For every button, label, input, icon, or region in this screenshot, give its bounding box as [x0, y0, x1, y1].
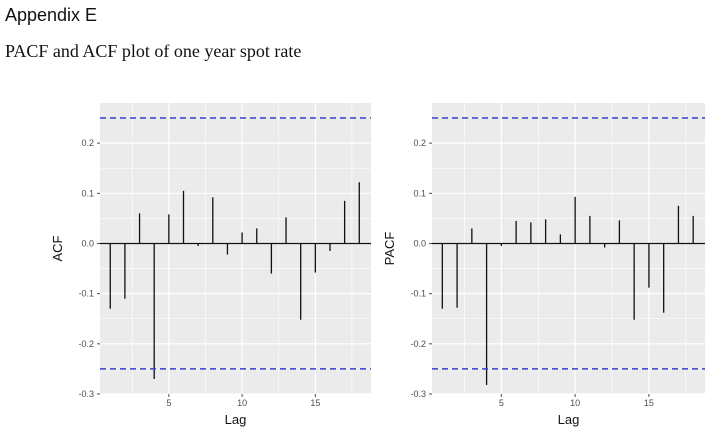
pacf-y-tick-label: 0.1 — [413, 188, 426, 198]
figure-caption: PACF and ACF plot of one year spot rate — [5, 41, 302, 61]
pacf-plot-panel — [432, 103, 705, 394]
acf-y-tick-label: 0.1 — [81, 188, 94, 198]
acf-y-tick-label: 0.0 — [81, 238, 94, 248]
pacf-y-tick-label: -0.1 — [410, 289, 426, 299]
pacf-x-tick-label: 10 — [570, 398, 580, 408]
acf-y-tick-label: 0.2 — [81, 138, 94, 148]
acf-y-axis-title: ACF — [50, 235, 65, 261]
acf-x-tick-label: 10 — [237, 398, 247, 408]
pacf-y-tick-label: 0.0 — [413, 238, 426, 248]
appendix-title: Appendix E — [5, 5, 98, 25]
pacf-y-tick-label: -0.2 — [410, 339, 426, 349]
acf-y-tick-label: -0.3 — [78, 389, 94, 399]
acf-y-tick-label: -0.2 — [78, 339, 94, 349]
acf-x-tick-label: 5 — [166, 398, 171, 408]
acf-plot-panel — [100, 103, 371, 394]
pacf-x-axis-title: Lag — [558, 412, 580, 427]
pacf-x-tick-label: 15 — [644, 398, 654, 408]
pacf-y-axis-title: PACF — [382, 232, 397, 266]
pacf-y-tick-label: -0.3 — [410, 389, 426, 399]
acf-x-tick-label: 15 — [310, 398, 320, 408]
pacf-x-tick-label: 5 — [499, 398, 504, 408]
pacf-y-tick-label: 0.2 — [413, 138, 426, 148]
acf-x-axis-title: Lag — [225, 412, 247, 427]
acf-y-tick-label: -0.1 — [78, 289, 94, 299]
